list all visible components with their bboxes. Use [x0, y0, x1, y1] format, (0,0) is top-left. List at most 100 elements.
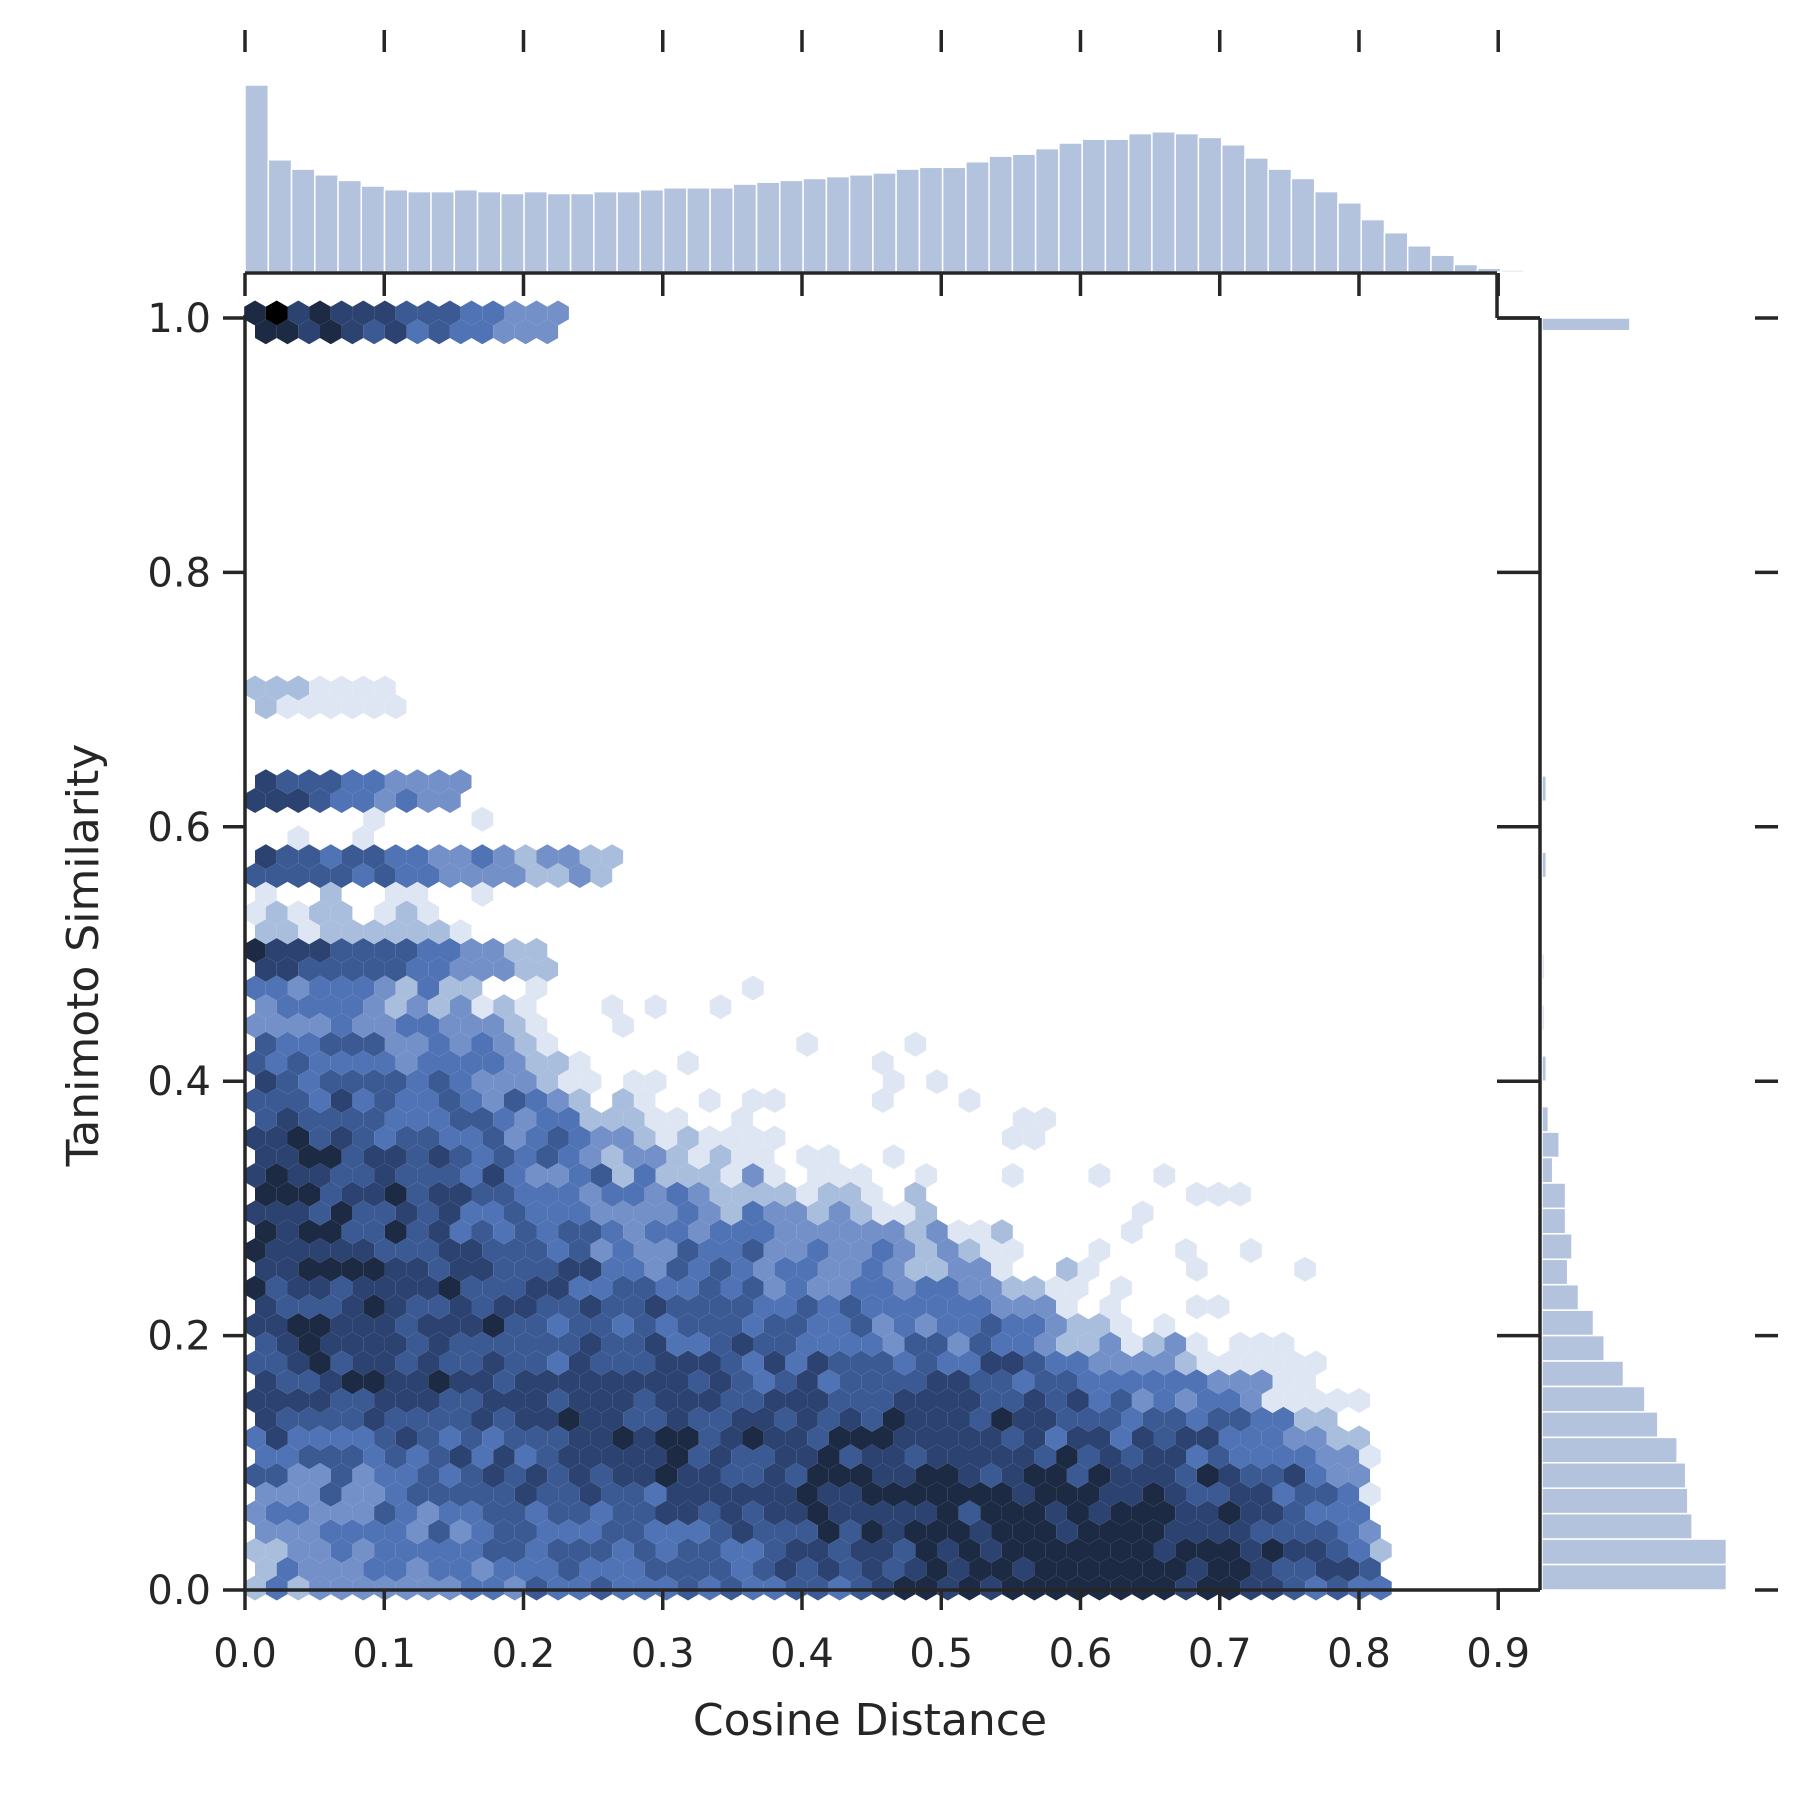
hex-cell [1153, 1163, 1176, 1188]
hex-cell [1348, 1575, 1370, 1601]
hex-cell [363, 919, 385, 945]
hex-cell [265, 1200, 288, 1226]
hex-cell [623, 1331, 645, 1357]
hex-cell [1034, 1481, 1057, 1507]
hex-cell [623, 1406, 645, 1432]
hex-cell [1359, 1481, 1381, 1507]
hex-cell [579, 1519, 602, 1545]
hex-cell [1110, 1313, 1132, 1338]
hex-cell [395, 1275, 418, 1301]
hex-cell [1283, 1425, 1306, 1451]
hex-cell [817, 1444, 840, 1470]
hex-cell [406, 1444, 429, 1470]
hex-cell [742, 1538, 764, 1563]
hex-cell [309, 1200, 331, 1226]
hex-cell [1240, 1350, 1262, 1376]
hex-cell [915, 1350, 937, 1376]
hex-cell [872, 1050, 894, 1076]
hex-cell [915, 1163, 937, 1188]
hex-cell [1272, 1369, 1295, 1395]
hex-cell [763, 1500, 786, 1526]
hex-cell [1250, 1556, 1273, 1582]
hex-cell [428, 1406, 450, 1432]
hex-cell [579, 1294, 602, 1320]
hex-cell [644, 1294, 667, 1320]
hex-cell [677, 1050, 699, 1076]
hex-cell [1175, 1500, 1197, 1526]
x-marginal-bar [802, 177, 828, 273]
hex-cell [493, 1219, 515, 1245]
hex-cell [1099, 1331, 1121, 1357]
hex-cell [850, 1163, 872, 1188]
hex-cell [514, 1331, 537, 1357]
hex-cell [1131, 1350, 1154, 1376]
hex-cell [1305, 1388, 1327, 1413]
hex-cell [969, 1481, 992, 1507]
hex-cell [1196, 1500, 1219, 1526]
hex-cell [688, 1406, 710, 1432]
hex-cell [1077, 1519, 1100, 1545]
hex-cell [265, 1275, 288, 1301]
hex-cell [514, 844, 537, 870]
hex-cell [1099, 1369, 1121, 1395]
hex-cell [471, 1331, 494, 1357]
hex-cell [590, 1238, 613, 1263]
hex-cell [904, 1031, 927, 1057]
hex-cell [807, 1200, 829, 1226]
hex-cell [352, 863, 375, 888]
hex-cell [677, 1538, 699, 1563]
hex-cell [309, 788, 331, 813]
hex-cell [882, 1481, 905, 1507]
hex-cell [709, 994, 732, 1020]
hex-cell [547, 1125, 569, 1151]
y-marginal-bar [1541, 1309, 1595, 1337]
hex-cell [287, 1425, 310, 1451]
hex-cell [341, 1444, 364, 1470]
hex-cell [753, 1406, 775, 1432]
hex-cell [1077, 1481, 1100, 1507]
hex-cell [341, 1331, 364, 1357]
hex-cell [937, 1350, 959, 1376]
hex-cell [644, 1406, 667, 1432]
hex-cell [1359, 1556, 1381, 1582]
hex-cell [1131, 1425, 1154, 1451]
hex-cell [255, 694, 277, 720]
hex-cell [1088, 1500, 1111, 1526]
hex-cell [1218, 1500, 1241, 1526]
hex-cell [363, 806, 385, 832]
hex-cell [1099, 1556, 1121, 1582]
hex-cell [406, 1294, 429, 1320]
hex-cell [428, 919, 450, 945]
hex-cell [504, 1500, 526, 1526]
hex-cell [374, 1425, 396, 1451]
x-tick-label: 0.9 [1466, 1631, 1530, 1677]
hex-cell [244, 1163, 266, 1188]
hex-cell [926, 1331, 948, 1357]
hex-cell [590, 1425, 613, 1451]
hex-cell [1186, 1481, 1208, 1507]
hex-cell [753, 1256, 775, 1282]
hex-cell [493, 956, 515, 982]
hex-cell [428, 1444, 450, 1470]
hex-cell [958, 1350, 981, 1376]
hex-cell [276, 994, 299, 1020]
hex-cell [568, 863, 591, 888]
hex-cell [742, 1350, 764, 1376]
hex-cell [547, 1500, 569, 1526]
hex-cell [428, 1294, 450, 1320]
hex-cell [363, 1181, 385, 1207]
hex-cell [612, 1275, 634, 1301]
hex-cell [395, 1425, 418, 1451]
hex-cell [1315, 1556, 1338, 1582]
hex-cell [439, 1350, 461, 1376]
hex-cell [439, 1313, 461, 1338]
hex-cell [309, 1238, 331, 1263]
hex-cell [1153, 1538, 1176, 1563]
hex-cell [558, 1256, 580, 1282]
hex-cell [298, 1406, 320, 1432]
hex-cell [320, 1444, 342, 1470]
hex-cell [1121, 1219, 1143, 1245]
hex-cell [363, 1331, 385, 1357]
hex-cell [698, 1575, 721, 1601]
hex-cell [969, 1256, 992, 1282]
